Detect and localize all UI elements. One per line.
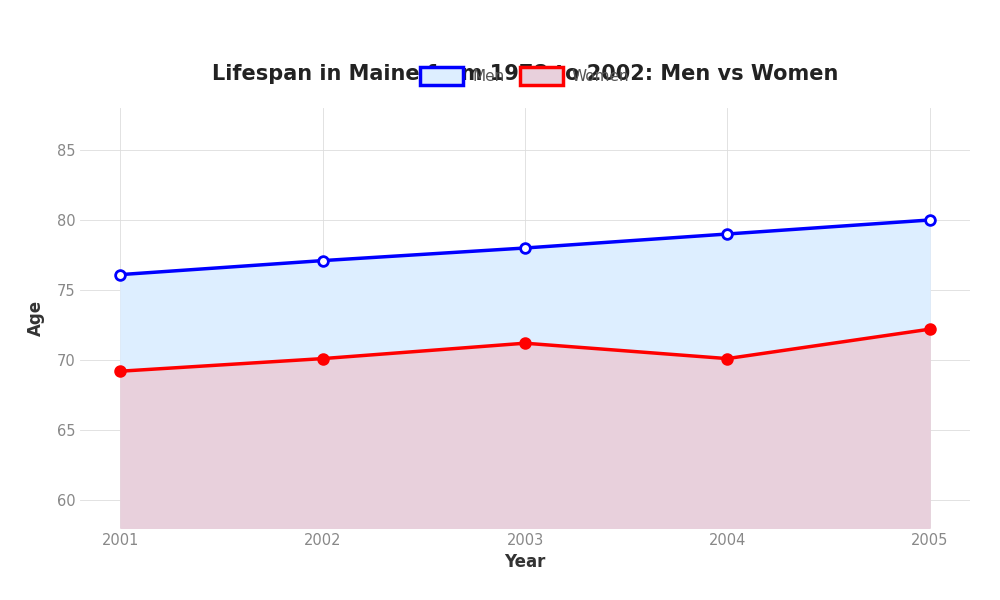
- Legend: Men, Women: Men, Women: [414, 61, 636, 91]
- Y-axis label: Age: Age: [27, 300, 45, 336]
- Title: Lifespan in Maine from 1978 to 2002: Men vs Women: Lifespan in Maine from 1978 to 2002: Men…: [212, 64, 838, 84]
- X-axis label: Year: Year: [504, 553, 546, 571]
